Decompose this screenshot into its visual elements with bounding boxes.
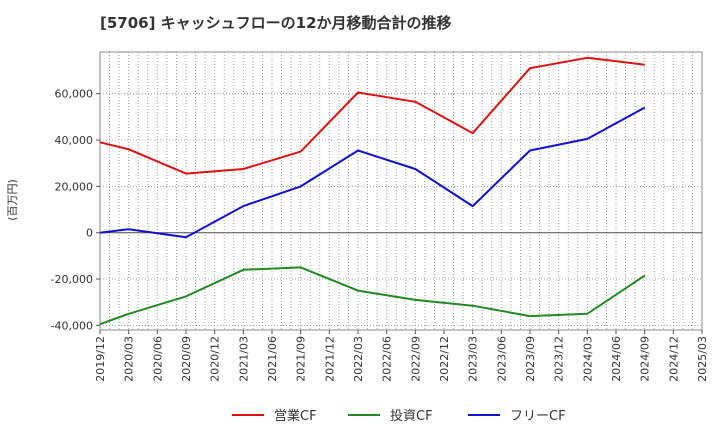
series-line-3 <box>99 106 646 239</box>
x-tick-label: 2024/12 <box>667 336 680 382</box>
y-tick-label: 0 <box>86 227 93 240</box>
x-tick-label: 2023/06 <box>495 336 508 382</box>
legend-label: 営業CF <box>274 408 317 424</box>
y-axis-label: (百万円) <box>6 179 19 221</box>
x-tick-label: 2024/03 <box>581 336 594 382</box>
x-tick-label: 2019/12 <box>94 336 107 382</box>
y-axis: -40,000 -20,000 0 20,000 40,000 60,000 <box>51 88 100 332</box>
x-tick-label: 2020/06 <box>151 336 164 382</box>
x-tick-label: 2023/09 <box>524 336 537 382</box>
series-line-1 <box>99 56 645 175</box>
x-tick-label: 2021/09 <box>295 336 308 382</box>
x-tick-label: 2023/12 <box>553 336 566 382</box>
y-tick-label: 40,000 <box>55 134 94 147</box>
x-tick-label: 2021/12 <box>323 336 336 382</box>
series-layer <box>99 56 646 326</box>
y-tick-label: 60,000 <box>55 88 94 101</box>
x-tick-label: 2022/03 <box>352 336 365 382</box>
series-line-2 <box>99 266 646 326</box>
legend: 営業CF 投資CF フリーCF <box>232 408 566 424</box>
x-tick-label: 2022/06 <box>381 336 394 382</box>
x-tick-label: 2020/09 <box>180 336 193 382</box>
x-tick-label: 2020/03 <box>123 336 136 382</box>
x-tick-label: 2021/03 <box>237 336 250 382</box>
plot-area <box>99 51 703 331</box>
x-tick-label: 2024/06 <box>610 336 623 382</box>
x-tick-label: 2024/09 <box>639 336 652 382</box>
x-tick-label: 2023/03 <box>467 336 480 382</box>
legend-label: フリーCF <box>510 409 566 424</box>
y-tick-label: 20,000 <box>55 180 94 193</box>
x-tick-label: 2025/03 <box>696 336 709 382</box>
chart-title: [5706] キャッシュフローの12か月移動合計の推移 <box>100 14 452 32</box>
x-axis: 2019/12 2020/03 2020/06 2020/09 2020/12 2021/… <box>94 330 709 382</box>
x-tick-label: 2022/09 <box>409 336 422 382</box>
legend-label: 投資CF <box>390 408 433 424</box>
x-tick-label: 2021/06 <box>266 336 279 382</box>
x-tick-label: 2020/12 <box>209 336 222 382</box>
x-tick-label: 2022/12 <box>438 336 451 382</box>
y-tick-label: -20,000 <box>51 273 93 286</box>
y-tick-label: -40,000 <box>51 319 93 332</box>
